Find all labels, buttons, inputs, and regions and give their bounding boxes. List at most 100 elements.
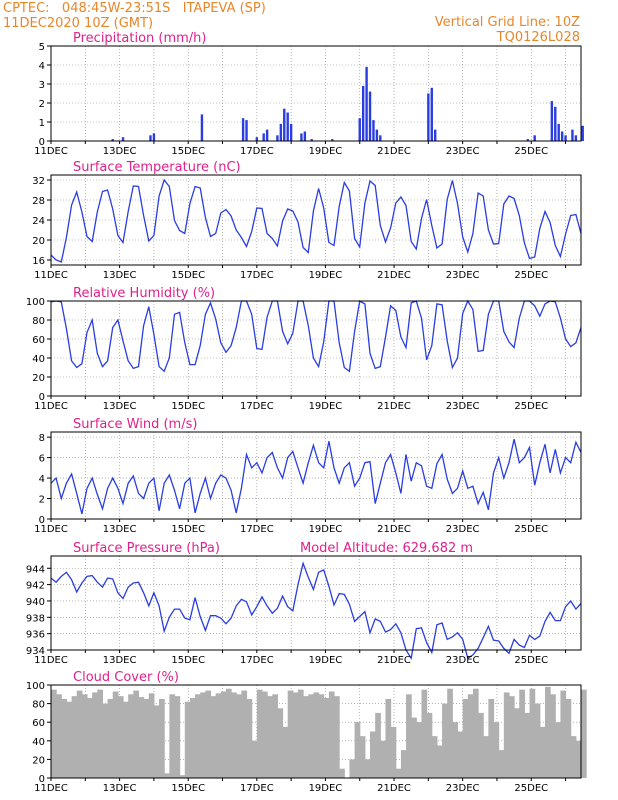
cloud-bar <box>514 708 520 778</box>
y-tick-label: 940 <box>26 597 45 608</box>
cloud-bar <box>112 691 119 778</box>
panel-title: Surface Pressure (hPa) <box>73 541 220 556</box>
precip-bar <box>427 93 430 141</box>
y-tick-label: 4 <box>39 474 45 485</box>
precip-bar <box>557 123 560 141</box>
cloud-bar <box>61 698 67 778</box>
cloud-bar <box>51 689 57 778</box>
x-tick-label: 21DEC <box>377 401 411 412</box>
precip-bar <box>434 129 437 141</box>
y-tick-label: 20 <box>32 373 45 384</box>
x-tick-label: 25DEC <box>514 783 548 794</box>
x-tick-label: 23DEC <box>446 524 480 535</box>
precip-bar <box>241 118 245 141</box>
cloud-bar <box>447 688 453 778</box>
cloud-bar <box>174 696 181 778</box>
x-tick-label: 17DEC <box>240 270 274 281</box>
x-tick-label: 23DEC <box>446 146 480 157</box>
y-tick-label: 3 <box>39 80 45 91</box>
cloud-bar <box>390 726 397 778</box>
x-tick-label: 21DEC <box>377 655 411 666</box>
series-line <box>50 299 582 373</box>
cloud-bar <box>483 736 489 778</box>
cloud-bar <box>334 696 340 778</box>
cloud-bar <box>117 696 124 778</box>
precip-bar <box>286 112 289 141</box>
header-grid-line: Vertical Grid Line: 10Z <box>434 15 580 30</box>
x-tick-label: 21DEC <box>377 146 411 157</box>
x-tick-label: 15DEC <box>171 524 205 535</box>
cloud-bar <box>66 701 73 778</box>
cloud-bar <box>143 698 150 778</box>
x-tick-label: 13DEC <box>103 146 137 157</box>
precip-bar <box>283 108 286 141</box>
cloud-bar <box>555 722 561 778</box>
panel-annotation: Model Altitude: 629.682 m <box>300 541 473 556</box>
cloud-bar <box>215 693 222 778</box>
precip-bar <box>245 120 248 141</box>
cloud-bar <box>225 688 232 778</box>
cloud-bar <box>159 698 165 778</box>
cloud-bar <box>370 731 376 778</box>
cloud-bar <box>519 689 525 778</box>
cloud-bar <box>287 690 294 778</box>
cloud-bar <box>508 696 515 778</box>
y-tick-label: 24 <box>32 216 45 227</box>
y-tick-label: 6 <box>39 454 45 465</box>
precip-bar <box>379 135 382 141</box>
cloud-bar <box>544 686 551 778</box>
precip-bar <box>372 120 375 141</box>
y-tick-label: 60 <box>32 718 45 729</box>
y-tick-label: 8 <box>39 433 45 444</box>
cloud-bar <box>570 736 577 778</box>
cloud-bar <box>205 690 212 778</box>
precip-bar <box>375 129 379 141</box>
x-tick-label: 13DEC <box>103 524 137 535</box>
y-tick-label: 40 <box>32 737 45 748</box>
cloud-bar <box>313 692 320 778</box>
x-tick-label: 19DEC <box>309 270 343 281</box>
cloud-bar <box>524 712 531 778</box>
x-tick-label: 11DEC <box>34 524 68 535</box>
y-tick-label: 20 <box>32 755 45 766</box>
y-tick-label: 0 <box>39 392 45 403</box>
x-tick-label: 23DEC <box>446 783 480 794</box>
cloud-bar <box>231 692 237 778</box>
panel-title: Precipitation (mm/h) <box>73 31 206 46</box>
cloud-bar <box>277 708 284 778</box>
precip-bar <box>152 133 156 141</box>
plot-frame <box>50 45 582 142</box>
cloud-bar <box>169 694 176 778</box>
cloud-bar <box>395 768 402 778</box>
y-tick-label: 936 <box>26 630 45 641</box>
precip-bar <box>265 129 269 141</box>
y-tick-label: 0 <box>39 137 45 148</box>
cloud-bar <box>256 689 263 778</box>
precip-bar <box>276 135 279 141</box>
cloud-bar <box>359 736 366 778</box>
cloud-bar <box>81 694 88 778</box>
x-tick-label: 25DEC <box>514 655 548 666</box>
x-tick-label: 11DEC <box>34 655 68 666</box>
cloud-bar <box>472 688 479 778</box>
series-line <box>50 178 582 263</box>
y-tick-label: 1 <box>39 118 45 129</box>
cloud-bar <box>493 722 500 778</box>
x-tick-label: 19DEC <box>309 146 343 157</box>
y-tick-label: 942 <box>26 581 45 592</box>
header-model: TQ0126L028 <box>496 30 580 45</box>
cloud-bar <box>457 731 464 778</box>
precip-bar <box>262 133 265 141</box>
cloud-bar <box>179 775 186 778</box>
cloud-bar <box>349 759 356 778</box>
cloud-bar <box>354 722 361 778</box>
cloud-bar <box>488 698 495 778</box>
x-tick-label: 15DEC <box>171 146 205 157</box>
cloud-bar <box>385 698 392 778</box>
precip-bar <box>533 135 536 141</box>
x-tick-label: 19DEC <box>309 783 343 794</box>
cloud-bar <box>416 722 423 778</box>
y-tick-label: 80 <box>32 700 45 711</box>
cloud-bar <box>184 701 191 778</box>
precip-bar <box>581 125 584 141</box>
